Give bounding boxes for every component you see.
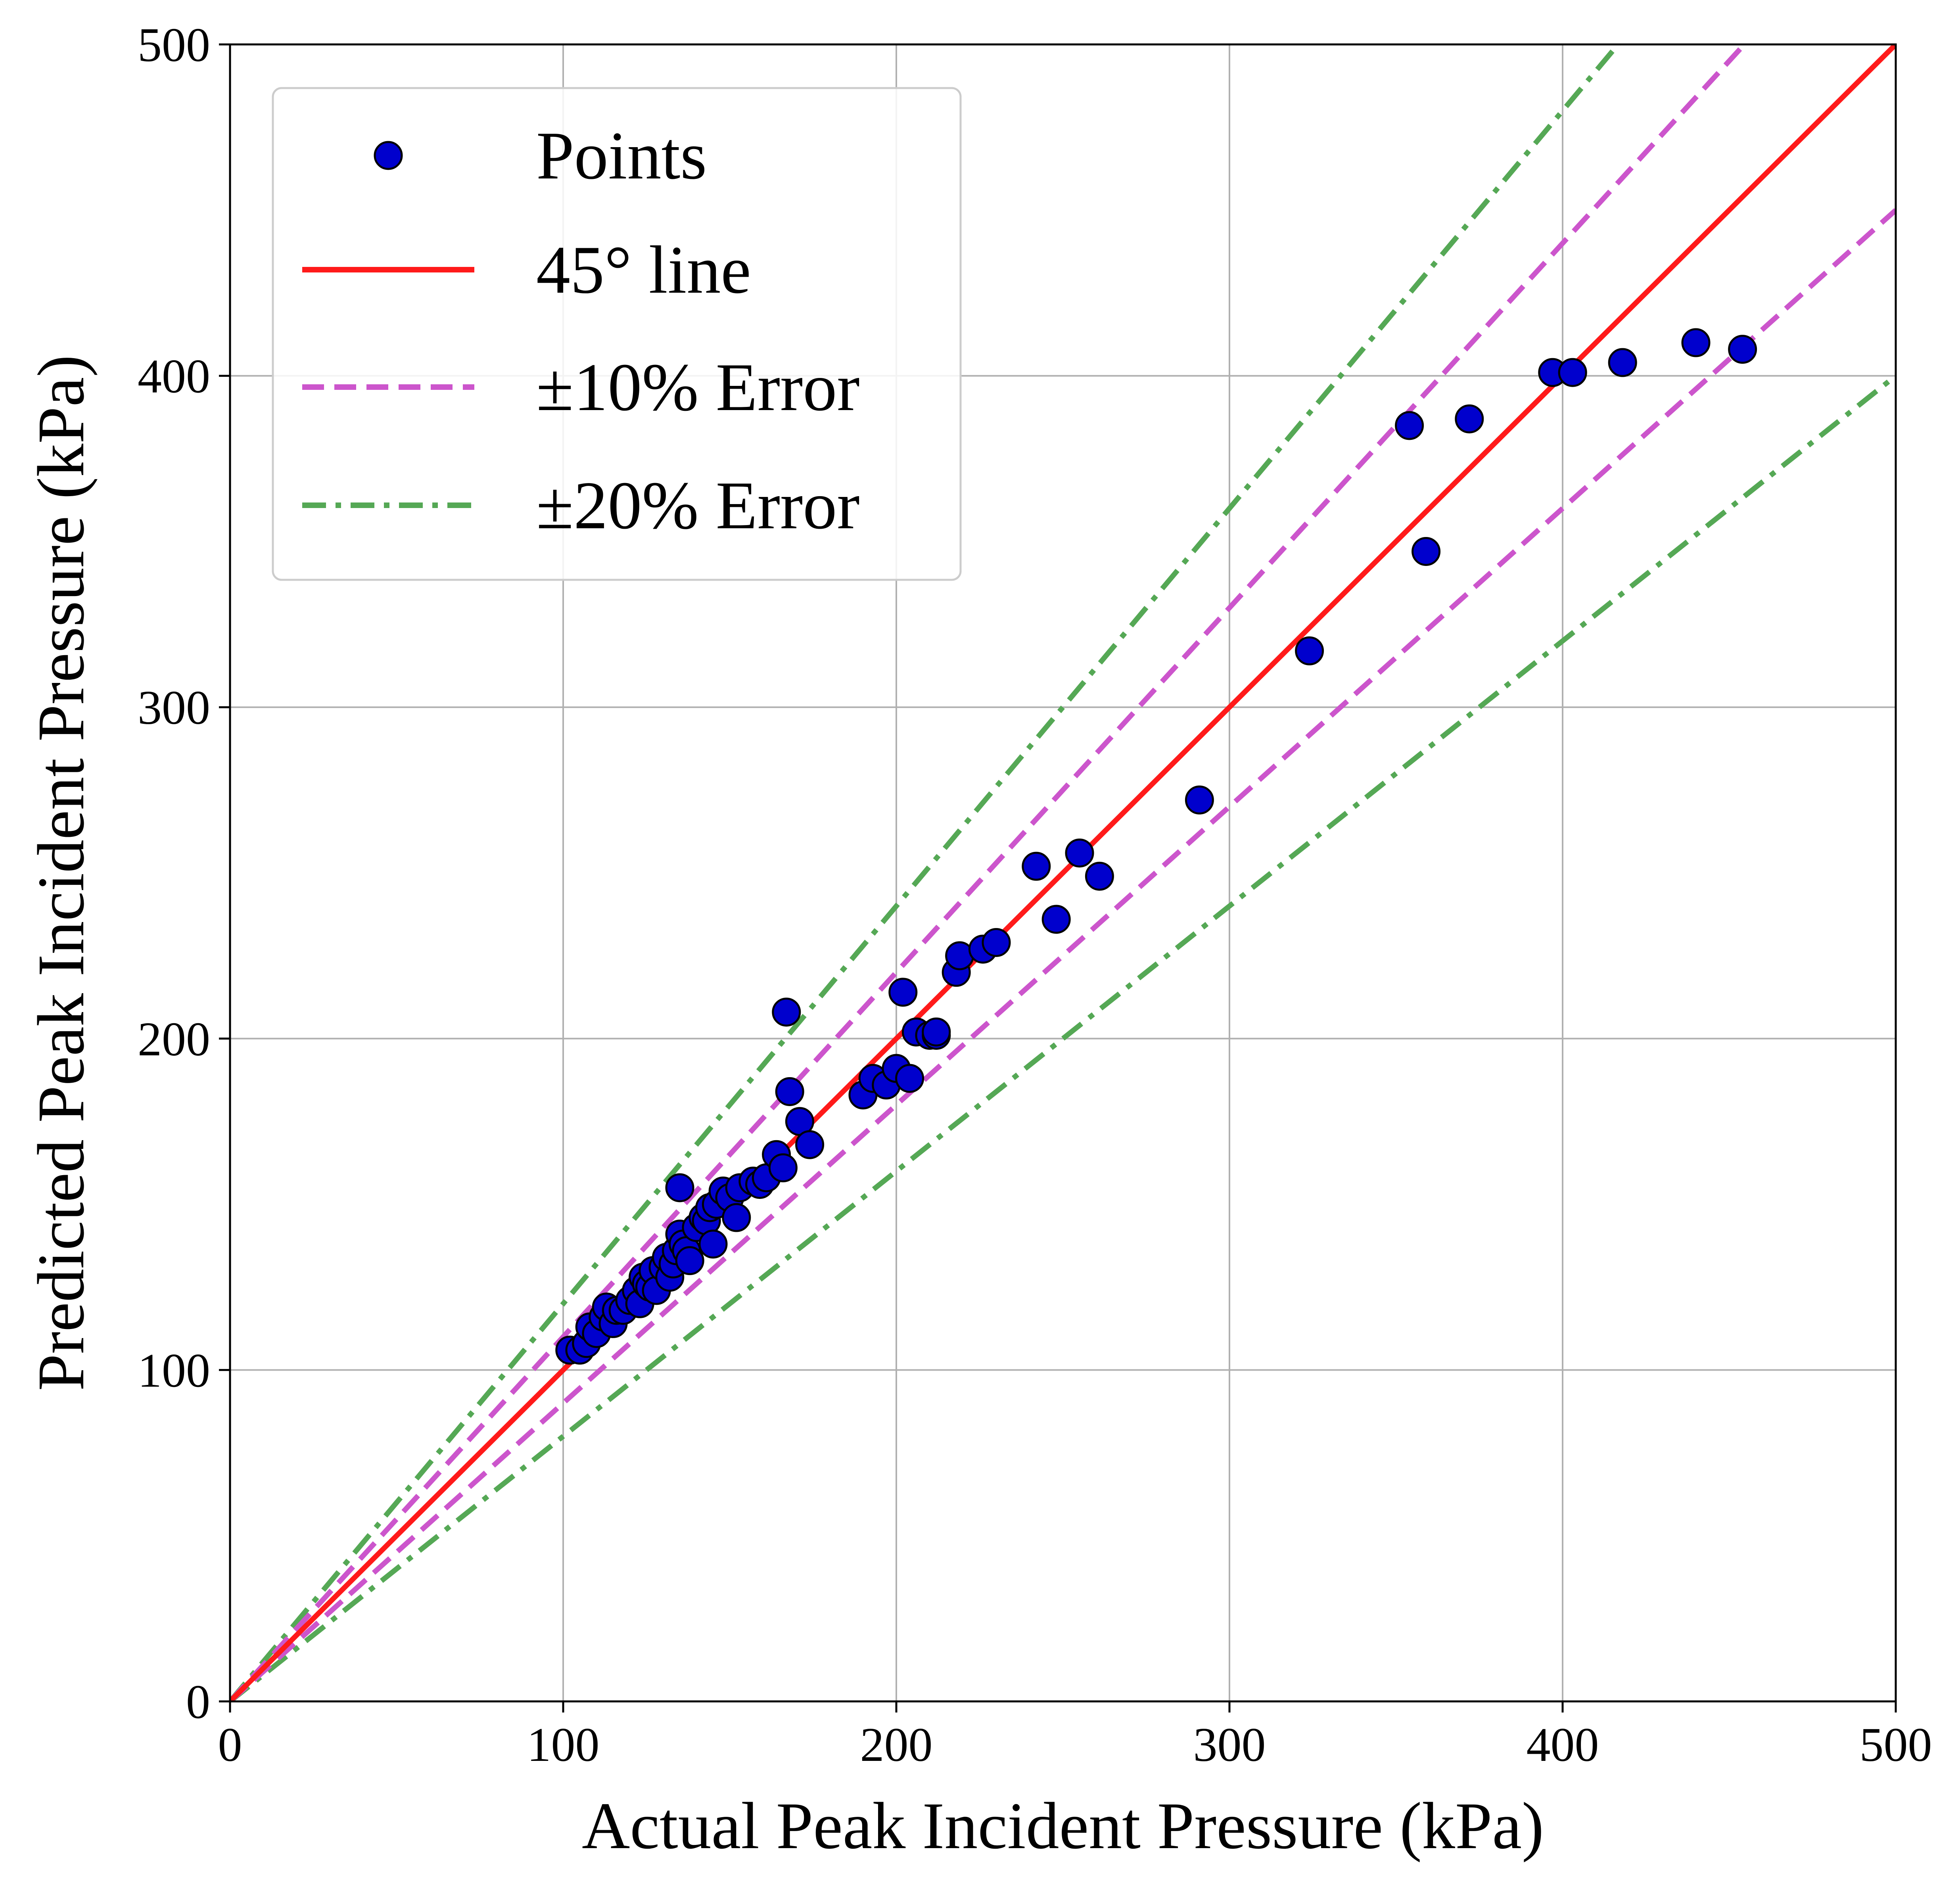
legend-label-20-error: ±20% Error bbox=[536, 468, 860, 543]
error-line-slope-1-1 bbox=[230, 44, 1748, 1701]
x-tick-label: 0 bbox=[218, 1718, 242, 1772]
x-tick-label: 100 bbox=[527, 1718, 600, 1772]
x-tick-label: 500 bbox=[1860, 1718, 1932, 1772]
data-point bbox=[1065, 838, 1094, 868]
data-point bbox=[1022, 851, 1051, 881]
data-point bbox=[768, 1153, 798, 1183]
y-tick-label: 100 bbox=[138, 1344, 210, 1397]
data-point bbox=[1608, 348, 1637, 377]
data-point bbox=[1185, 785, 1214, 815]
data-point bbox=[1681, 328, 1711, 357]
legend-label-10-error: ±10% Error bbox=[536, 350, 860, 425]
data-point bbox=[895, 1064, 924, 1093]
y-tick-label: 400 bbox=[138, 350, 210, 403]
data-point bbox=[772, 997, 801, 1027]
x-tick-label: 300 bbox=[1193, 1718, 1266, 1772]
data-point bbox=[922, 1017, 951, 1047]
x-tick-label: 400 bbox=[1527, 1718, 1599, 1772]
data-point bbox=[675, 1246, 704, 1275]
legend: Points 45° line ±10% Error ±20% Error bbox=[272, 87, 962, 581]
legend-label-45-line: 45° line bbox=[536, 232, 751, 308]
y-tick-label: 500 bbox=[138, 18, 210, 72]
data-point bbox=[1085, 861, 1114, 891]
legend-box bbox=[272, 87, 962, 581]
data-point bbox=[1295, 636, 1324, 665]
y-tick-label: 200 bbox=[138, 1013, 210, 1066]
x-tick-label: 200 bbox=[860, 1718, 933, 1772]
data-point bbox=[1455, 404, 1484, 433]
data-point bbox=[982, 928, 1011, 957]
data-points bbox=[555, 328, 1757, 1365]
error-line-slope-0-8 bbox=[230, 374, 1896, 1701]
legend-label-points: Points bbox=[536, 118, 707, 194]
error-line-slope-0-9 bbox=[230, 208, 1896, 1701]
reference-lines bbox=[230, 44, 1896, 1701]
data-point bbox=[1412, 537, 1441, 566]
data-point bbox=[1728, 335, 1757, 364]
data-point bbox=[722, 1203, 751, 1232]
plot-area-border bbox=[229, 43, 1897, 1703]
legend-marker-points bbox=[374, 141, 403, 170]
x-axis-label: Actual Peak Incident Pressure (kPa) bbox=[582, 1789, 1544, 1863]
data-point bbox=[698, 1229, 728, 1259]
y-tick-label: 300 bbox=[138, 681, 210, 734]
data-point bbox=[1041, 905, 1071, 934]
data-point bbox=[888, 978, 918, 1007]
data-point bbox=[665, 1173, 694, 1202]
y-tick-label: 0 bbox=[186, 1675, 210, 1729]
data-point bbox=[1395, 411, 1424, 440]
axis-ticks: 0 100 200 300 400 500 0 100 200 300 400 500 bbox=[138, 18, 1932, 1772]
line-45-degree bbox=[230, 44, 1896, 1701]
data-point bbox=[775, 1077, 804, 1106]
data-point bbox=[795, 1130, 825, 1159]
data-point bbox=[1558, 358, 1587, 387]
y-axis-label: Predicted Peak Incident Pressure (kPa) bbox=[24, 355, 98, 1391]
